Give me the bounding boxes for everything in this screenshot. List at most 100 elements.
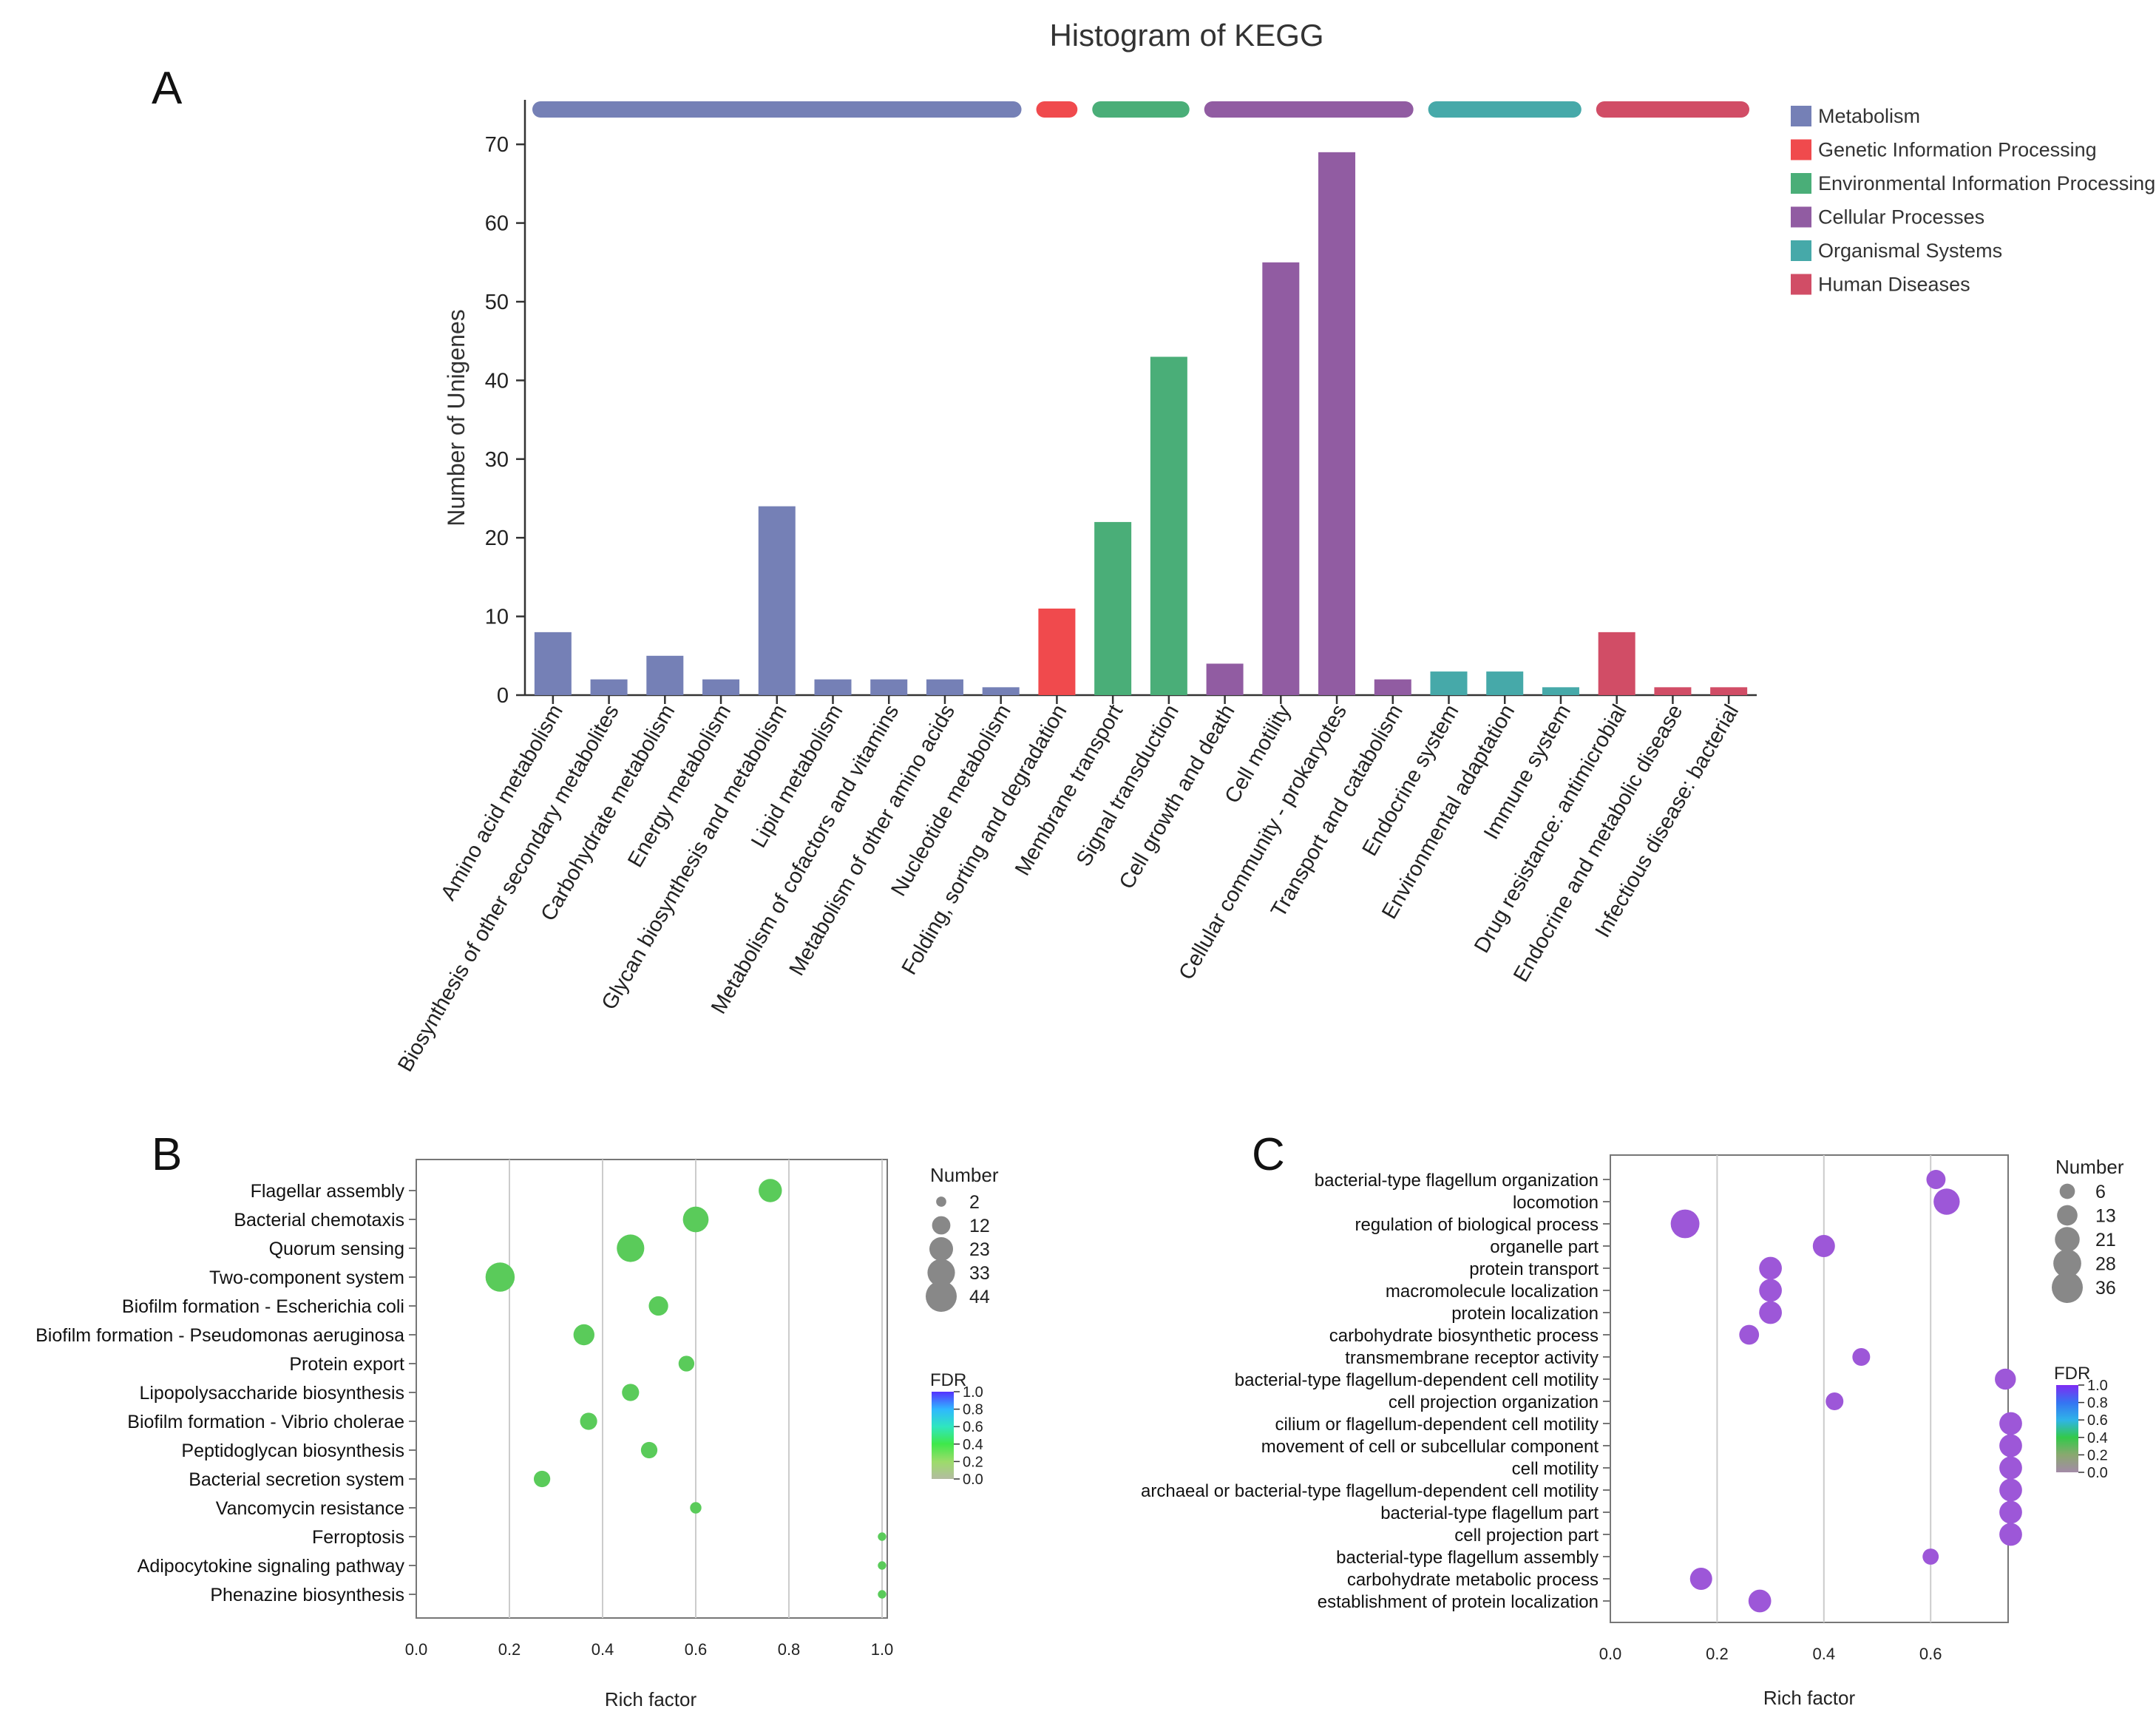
legend-swatch	[1791, 139, 1811, 160]
bubble	[648, 1296, 668, 1316]
category-band	[1092, 101, 1190, 118]
chart-c-color-legend-title: FDR	[2054, 1364, 2090, 1384]
size-legend-dot	[2055, 1227, 2080, 1252]
fdr-tick-label: 0.2	[2087, 1447, 2108, 1463]
legend-label: Human Diseases	[1818, 274, 1970, 296]
y-tick-label: 40	[485, 369, 509, 393]
y-tick-label: carbohydrate biosynthetic process	[1329, 1326, 1599, 1346]
y-tick-label: organelle part	[1490, 1237, 1599, 1257]
bar	[1542, 687, 1579, 695]
size-legend-dot	[927, 1259, 955, 1287]
x-tick-label: 0.0	[1599, 1645, 1622, 1663]
y-tick-label: 30	[485, 448, 509, 472]
y-tick-label: Vancomycin resistance	[216, 1498, 404, 1519]
y-tick-label: Two-component system	[209, 1267, 404, 1288]
y-tick-label: Phenazine biosynthesis	[210, 1585, 404, 1605]
x-tick-label: Membrane transport	[1011, 701, 1128, 880]
bubble	[1748, 1589, 1772, 1613]
y-tick-label: Flagellar assembly	[251, 1181, 405, 1202]
bubble	[1999, 1434, 2022, 1458]
chart-c-xlabel: Rich factor	[1763, 1687, 1856, 1709]
bubble	[1759, 1279, 1782, 1302]
fdr-tick-label: 0.6	[2087, 1412, 2108, 1429]
bubble	[640, 1441, 658, 1459]
panel-letter-a: A	[152, 63, 183, 114]
bar	[1150, 356, 1187, 695]
bar	[1710, 687, 1748, 695]
x-tick-label: Energy metabolism	[623, 701, 736, 872]
bar	[814, 679, 852, 695]
chart-a-ylabel: Number of Unigenes	[443, 309, 469, 526]
category-band	[1428, 101, 1582, 118]
size-legend-label: 6	[2095, 1182, 2106, 1202]
y-tick-label: Adipocytokine signaling pathway	[138, 1556, 405, 1577]
legend-swatch	[1791, 206, 1811, 228]
bubble	[1812, 1235, 1835, 1257]
size-legend-dot	[926, 1281, 957, 1312]
x-tick-label: 0.0	[405, 1640, 428, 1659]
y-tick-label: locomotion	[1513, 1193, 1599, 1213]
bubble	[580, 1412, 597, 1430]
y-tick-label: carbohydrate metabolic process	[1347, 1570, 1599, 1590]
size-legend-dot	[2052, 1272, 2083, 1303]
bubble	[1926, 1170, 1946, 1189]
y-tick-label: Bacterial secretion system	[189, 1469, 404, 1490]
bar	[1430, 671, 1468, 695]
bar	[534, 632, 572, 695]
x-tick-label: 0.2	[1706, 1645, 1729, 1663]
y-tick-label: establishment of protein localization	[1318, 1592, 1599, 1612]
bubble	[878, 1532, 887, 1541]
bubble	[573, 1324, 594, 1346]
bubble	[678, 1355, 695, 1372]
size-legend-label: 2	[969, 1192, 980, 1213]
y-tick-label: Bacterial chemotaxis	[234, 1210, 404, 1231]
y-tick-label: Lipopolysaccharide biosynthesis	[139, 1383, 404, 1404]
bar	[590, 679, 628, 695]
legend-label: Metabolism	[1818, 105, 1920, 127]
fdr-tick-label: 0.2	[963, 1454, 983, 1470]
size-legend-label: 28	[2095, 1254, 2116, 1275]
fdr-colorbar	[2056, 1385, 2078, 1472]
bar	[1094, 521, 1132, 695]
fdr-tick-label: 0.0	[2087, 1465, 2108, 1481]
x-tick-label: 0.6	[685, 1640, 708, 1659]
fdr-colorbar	[932, 1392, 954, 1479]
plot-frame	[416, 1159, 888, 1619]
legend-swatch	[1791, 173, 1811, 194]
bar	[1374, 679, 1411, 695]
size-legend-dot	[932, 1216, 951, 1235]
bubble	[1999, 1500, 2022, 1524]
legend-label: Environmental Information Processing	[1818, 172, 2155, 194]
bar	[758, 506, 796, 695]
y-tick-label: bacterial-type flagellum assembly	[1336, 1548, 1599, 1568]
panel-letter-c: C	[1252, 1129, 1285, 1180]
bubble	[1826, 1392, 1844, 1410]
bubble	[617, 1234, 645, 1262]
legend-label: Cellular Processes	[1818, 206, 1984, 229]
fdr-tick-label: 0.0	[963, 1472, 983, 1488]
fdr-tick-label: 1.0	[2087, 1378, 2108, 1394]
bubble	[1670, 1209, 1700, 1239]
bar	[982, 687, 1020, 695]
bubble	[1999, 1456, 2022, 1480]
bar	[1654, 687, 1692, 695]
y-tick-label: movement of cell or subcellular componen…	[1261, 1437, 1599, 1457]
size-legend-dot	[929, 1236, 954, 1262]
bubble	[1689, 1568, 1712, 1590]
y-tick-label: 0	[497, 684, 509, 708]
legend-swatch	[1791, 106, 1811, 126]
bubble	[759, 1179, 782, 1202]
bar	[1262, 262, 1300, 695]
y-tick-label: 20	[485, 527, 509, 550]
size-legend-dot	[2053, 1249, 2081, 1278]
x-tick-label: Signal transduction	[1072, 701, 1184, 871]
bar	[926, 679, 963, 695]
bubble	[1852, 1348, 1871, 1366]
bar	[646, 655, 684, 695]
y-tick-label: Peptidoglycan biosynthesis	[181, 1441, 404, 1461]
y-tick-label: 10	[485, 606, 509, 629]
bubble	[1739, 1324, 1760, 1345]
fdr-tick-label: 1.0	[963, 1384, 983, 1401]
